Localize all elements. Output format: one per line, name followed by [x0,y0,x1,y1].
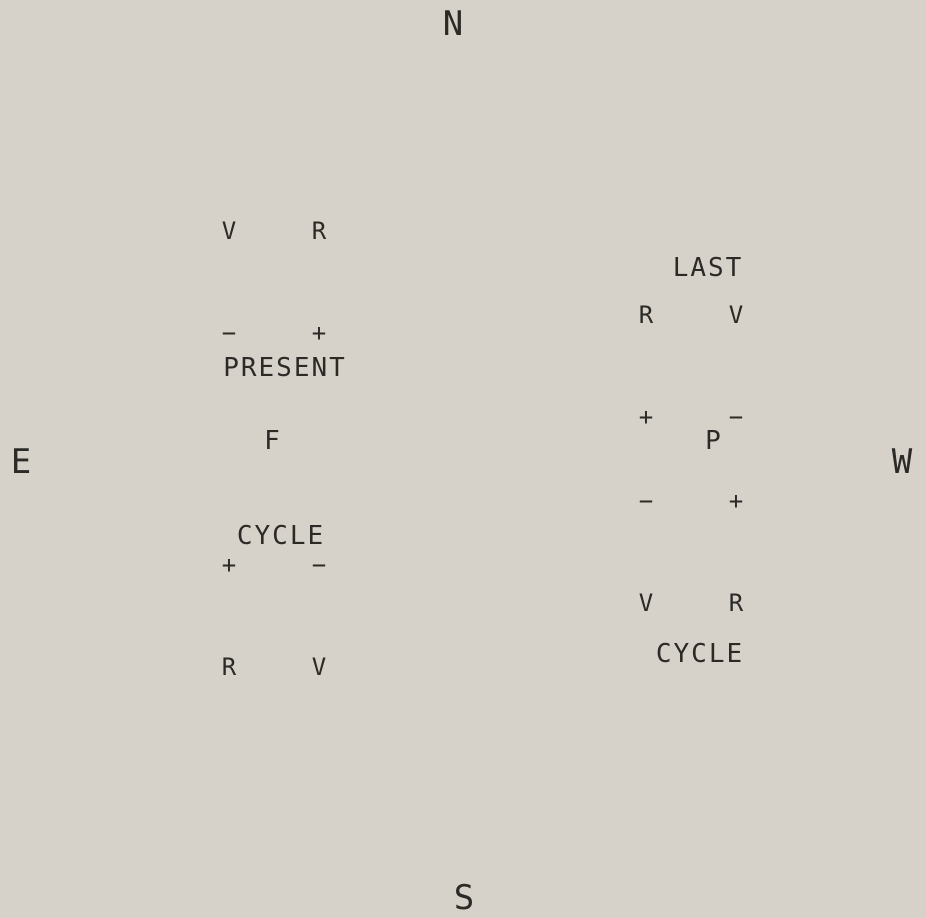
cardinal-s: S [454,878,476,918]
cardinal-n: N [443,4,465,44]
bullseye-top-label: − [639,487,655,515]
bullseye-top-label: V [222,217,238,245]
bullseye-top-label: + [729,487,745,515]
bullseye-bottom-label: R [729,589,745,617]
bullseye-bottom-label: R [222,653,238,681]
cardinal-w: W [892,442,914,482]
bullseye-top-label: R [639,301,655,329]
label-cycle-left: CYCLE [237,521,325,551]
label-last: LAST [673,253,744,283]
bullseye-top-label: V [729,301,745,329]
bullseye-top-label: + [222,551,238,579]
bullseye-bottom-label: − [729,403,745,431]
bullseye-top-label: − [312,551,328,579]
cardinal-e: E [11,442,33,482]
label-cycle-right: CYCLE [656,639,744,669]
bullseye-bottom-label: V [312,653,328,681]
label-present: PRESENT [223,353,347,383]
bullseye-top-label: R [312,217,328,245]
label-p: P [705,426,723,456]
label-f: F [264,426,282,456]
bullseye-bottom-label: − [222,319,238,347]
bullseye-bottom-label: + [639,403,655,431]
bullseye-bottom-label: + [312,319,328,347]
bullseye-bottom-label: V [639,589,655,617]
diagram-background [0,0,926,918]
